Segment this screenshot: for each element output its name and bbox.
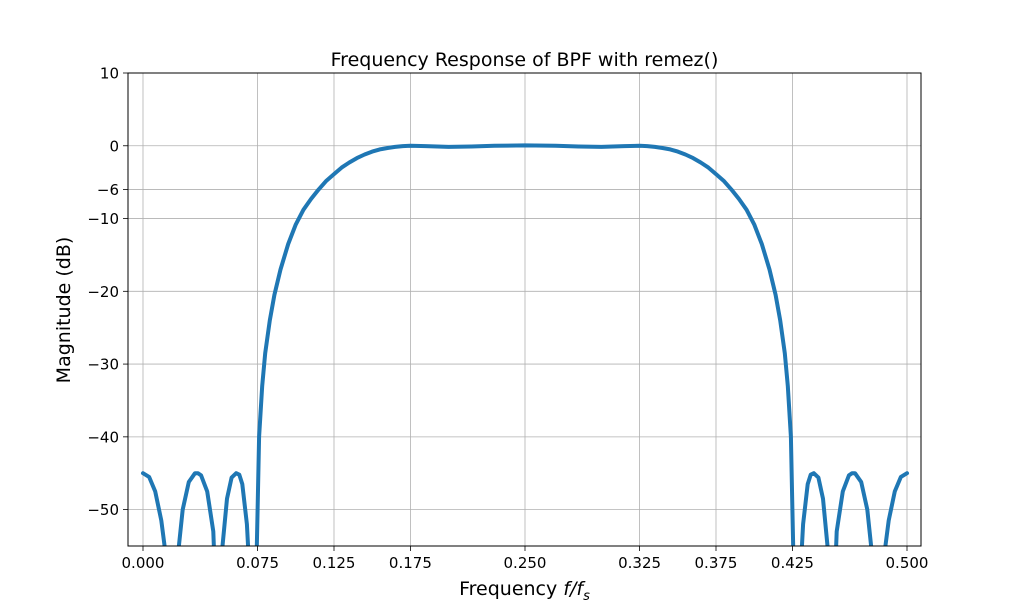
y-tick-label: 0 (109, 137, 119, 155)
x-tick-label: 0.375 (695, 554, 738, 572)
y-tick-label: −50 (87, 501, 119, 519)
grid-lines (128, 72, 921, 546)
y-axis-label: Magnitude (dB) (53, 237, 75, 384)
x-axis-label: Frequency f/fs (459, 578, 590, 604)
x-tick-label: 0.500 (886, 554, 929, 572)
x-axis-ticks: 0.000 0.075 0.125 0.175 0.250 0.325 0.375 0.425… (122, 546, 929, 572)
x-tick-label: 0.125 (313, 554, 356, 572)
chart-title: Frequency Response of BPF with remez() (331, 49, 719, 71)
x-tick-label: 0.325 (618, 554, 661, 572)
y-tick-label: 10 (100, 65, 119, 83)
y-tick-label: −10 (87, 210, 119, 228)
x-tick-label: 0.425 (771, 554, 814, 572)
y-tick-label: −6 (97, 181, 119, 199)
y-axis-ticks: 10 0 −6 −10 −20 −30 −40 −50 (87, 65, 128, 519)
x-tick-label: 0.075 (236, 554, 279, 572)
y-tick-label: −30 (87, 356, 119, 374)
series-line (141, 143, 909, 546)
x-tick-label: 0.000 (122, 554, 165, 572)
y-tick-label: −20 (87, 283, 119, 301)
frequency-response-line (141, 143, 909, 546)
x-tick-label: 0.175 (389, 554, 432, 572)
y-tick-label: −40 (87, 428, 119, 446)
x-tick-label: 0.250 (504, 554, 547, 572)
axes-frame (127, 72, 922, 547)
